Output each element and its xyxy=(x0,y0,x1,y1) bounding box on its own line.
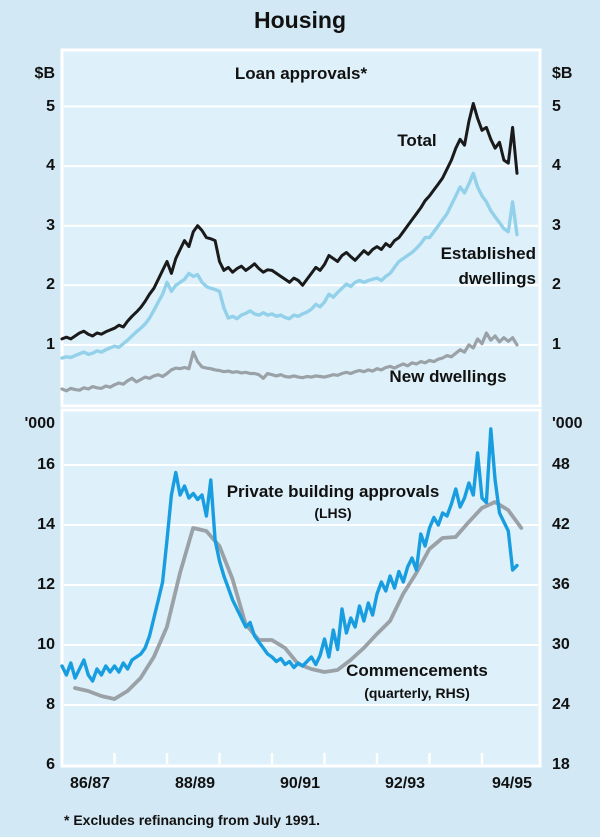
y-axis-tick-label: 1 xyxy=(46,335,55,353)
building-approvals-line xyxy=(60,427,519,683)
y-axis-tick-label: 3 xyxy=(552,216,561,234)
footnote: * Excludes refinancing from July 1991. xyxy=(64,812,320,828)
y-axis-tick-label: 2 xyxy=(552,276,561,294)
series-label-new-dwellings: New dwellings xyxy=(389,367,507,386)
series-label-established-line1: Established xyxy=(440,244,536,263)
y-axis-tick-label: 4 xyxy=(552,157,561,175)
y-axis-tick-label: 18 xyxy=(552,756,570,773)
bottom-unit-left: '000 xyxy=(24,415,56,432)
chart-title: Housing xyxy=(254,7,346,33)
x-axis-tick-label: 92/93 xyxy=(384,775,426,792)
top-panel-subtitle: Loan approvals* xyxy=(234,64,368,83)
series-label-building-approvals-sub: (LHS) xyxy=(314,505,352,521)
y-axis-tick-label: 10 xyxy=(37,636,55,653)
bottom-panel xyxy=(60,408,542,768)
series-label-established-line2: dwellings xyxy=(458,269,536,288)
top-panel xyxy=(60,48,542,408)
y-axis-tick-label: 3 xyxy=(46,216,55,234)
y-axis-tick-label: 2 xyxy=(46,276,55,294)
series-label-commencements-sub: (quarterly, RHS) xyxy=(364,685,470,701)
top-unit-right: $B xyxy=(552,65,573,82)
y-axis-tick-label: 30 xyxy=(552,636,570,653)
y-axis-tick-label: 24 xyxy=(552,696,570,713)
y-axis-tick-label: 6 xyxy=(46,756,55,773)
y-axis-tick-label: 16 xyxy=(37,456,55,473)
top-unit-left: $B xyxy=(34,65,55,82)
total-line xyxy=(60,102,519,341)
y-axis-tick-label: 48 xyxy=(552,456,570,473)
y-axis-tick-label: 36 xyxy=(552,576,570,593)
x-axis-tick-label: 94/95 xyxy=(491,775,533,792)
y-axis-tick-label: 8 xyxy=(46,696,55,713)
x-axis-tick-label: 86/87 xyxy=(69,775,111,792)
y-axis-tick-label: 5 xyxy=(552,97,561,115)
new-dwellings-line xyxy=(60,331,519,393)
y-axis-tick-label: 4 xyxy=(46,157,55,175)
x-axis-tick-label: 88/89 xyxy=(174,775,216,792)
y-axis-tick-label: 1 xyxy=(552,335,561,353)
established-dwellings-line xyxy=(60,171,519,360)
bottom-unit-right: '000 xyxy=(552,415,583,432)
y-axis-tick-label: 12 xyxy=(37,576,55,593)
y-axis-tick-label: 42 xyxy=(552,516,570,533)
series-label-building-approvals: Private building approvals xyxy=(226,482,440,501)
series-label-commencements: Commencements xyxy=(346,661,488,680)
y-axis-tick-label: 5 xyxy=(46,97,55,115)
y-axis-tick-label: 14 xyxy=(37,516,55,533)
x-axis-tick-label: 90/91 xyxy=(279,775,321,792)
series-label-total: Total xyxy=(397,131,437,150)
